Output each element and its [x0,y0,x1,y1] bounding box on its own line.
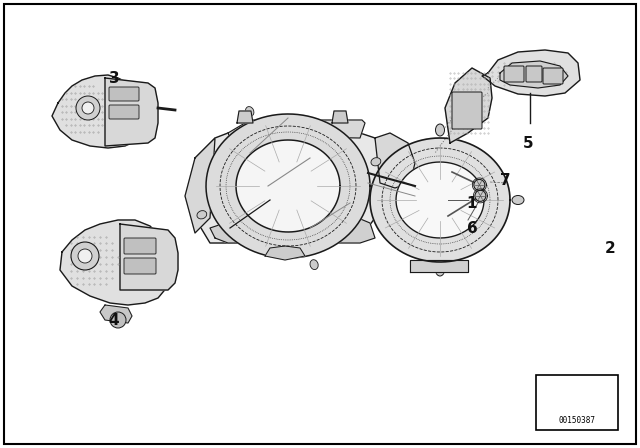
Circle shape [76,96,100,120]
Polygon shape [185,138,215,233]
FancyBboxPatch shape [124,258,156,274]
Ellipse shape [512,195,524,204]
Text: 4: 4 [109,313,119,327]
Polygon shape [228,120,365,138]
Ellipse shape [310,260,318,270]
Polygon shape [195,133,380,243]
Circle shape [78,249,92,263]
Polygon shape [445,68,492,143]
Circle shape [110,312,126,328]
Text: 7: 7 [500,172,510,188]
Circle shape [474,180,485,190]
Polygon shape [237,111,253,123]
Polygon shape [265,246,305,260]
Ellipse shape [246,107,254,116]
Ellipse shape [356,195,368,204]
Ellipse shape [197,211,207,219]
FancyBboxPatch shape [109,87,139,101]
Text: 00150387: 00150387 [559,416,595,425]
FancyBboxPatch shape [543,68,563,84]
Circle shape [475,190,486,201]
Polygon shape [120,224,178,290]
Ellipse shape [333,112,342,122]
Polygon shape [410,260,468,272]
Text: 3: 3 [109,70,119,86]
Text: 6: 6 [467,220,477,236]
FancyBboxPatch shape [452,92,482,129]
Bar [536,375,618,430]
Text: 2: 2 [605,241,616,255]
Polygon shape [52,75,148,148]
Polygon shape [482,50,580,96]
Polygon shape [236,140,340,232]
FancyBboxPatch shape [526,66,542,82]
Ellipse shape [435,264,445,276]
Ellipse shape [371,158,381,166]
Polygon shape [206,114,370,258]
Polygon shape [210,218,375,243]
Text: 5: 5 [523,135,533,151]
Circle shape [82,102,94,114]
Polygon shape [100,305,132,323]
Polygon shape [500,61,568,88]
FancyBboxPatch shape [109,105,139,119]
FancyBboxPatch shape [504,66,524,82]
Polygon shape [332,111,348,123]
Polygon shape [396,162,484,238]
Text: 1: 1 [467,195,477,211]
Polygon shape [375,133,415,188]
Polygon shape [370,138,510,262]
Circle shape [71,242,99,270]
Polygon shape [60,220,170,305]
Ellipse shape [435,124,445,136]
FancyBboxPatch shape [124,238,156,254]
Polygon shape [105,78,158,146]
